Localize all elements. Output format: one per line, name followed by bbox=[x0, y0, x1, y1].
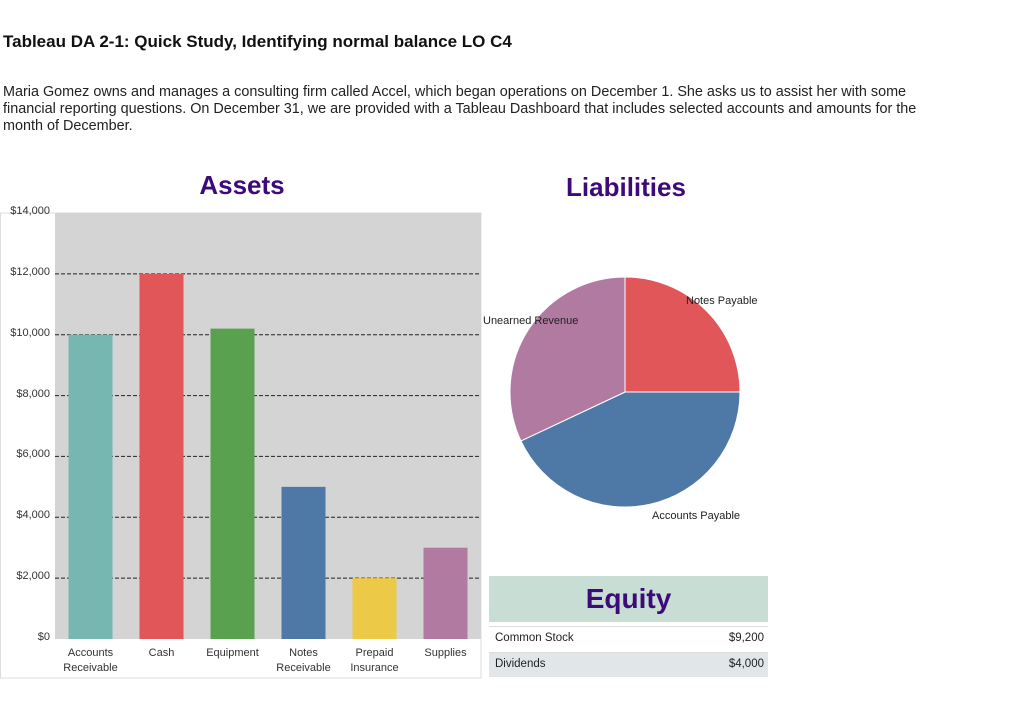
bar bbox=[352, 578, 397, 639]
account-amount: $4,000 bbox=[728, 658, 764, 670]
chart-title: Assets bbox=[199, 170, 285, 200]
y-tick-label: $14,000 bbox=[10, 205, 50, 217]
y-tick-label: $12,000 bbox=[10, 265, 50, 278]
pie-slice bbox=[520, 391, 741, 508]
x-tick-label: Cash bbox=[148, 647, 175, 659]
equity-header: Equity bbox=[489, 576, 768, 622]
y-tick-label: $0 bbox=[37, 631, 50, 643]
description: Maria Gomez owns and manages a consultin… bbox=[3, 84, 917, 134]
chart-title: Liabilities bbox=[566, 172, 686, 202]
y-tick-label: $6,000 bbox=[16, 448, 50, 461]
account-name: Dividends bbox=[495, 658, 546, 670]
account-name: Common Stock bbox=[495, 632, 574, 644]
pie-slice bbox=[624, 276, 741, 393]
y-tick-label: $4,000 bbox=[16, 509, 50, 522]
slice-label: Notes Payable bbox=[686, 295, 758, 307]
y-tick-label: $10,000 bbox=[10, 326, 50, 339]
page-title: Tableau DA 2-1: Quick Study, Identifying… bbox=[3, 32, 512, 51]
bar bbox=[139, 273, 184, 639]
x-tick-label: Prepaid Insurance bbox=[350, 647, 399, 674]
equity-title: Equity bbox=[585, 583, 672, 614]
x-tick-label: Supplies bbox=[424, 647, 467, 659]
y-tick-label: $8,000 bbox=[16, 387, 50, 400]
y-tick-label: $2,000 bbox=[16, 570, 50, 583]
plot-area bbox=[55, 213, 481, 639]
bar bbox=[423, 547, 468, 639]
account-amount: $9,200 bbox=[728, 632, 764, 644]
x-tick-label: Accounts Receivable bbox=[63, 647, 118, 674]
bar bbox=[210, 328, 255, 639]
slice-label: Unearned Revenue bbox=[483, 315, 579, 327]
equity-row: Dividends $4,000 bbox=[489, 652, 768, 677]
equity-row: Common Stock $9,200 bbox=[489, 626, 768, 651]
pie-slice bbox=[509, 276, 626, 442]
bar bbox=[281, 486, 326, 639]
x-tick-label: Notes Receivable bbox=[276, 647, 331, 674]
x-tick-label: Equipment bbox=[206, 647, 259, 659]
slice-label: Accounts Payable bbox=[652, 510, 741, 522]
bar bbox=[68, 334, 113, 639]
